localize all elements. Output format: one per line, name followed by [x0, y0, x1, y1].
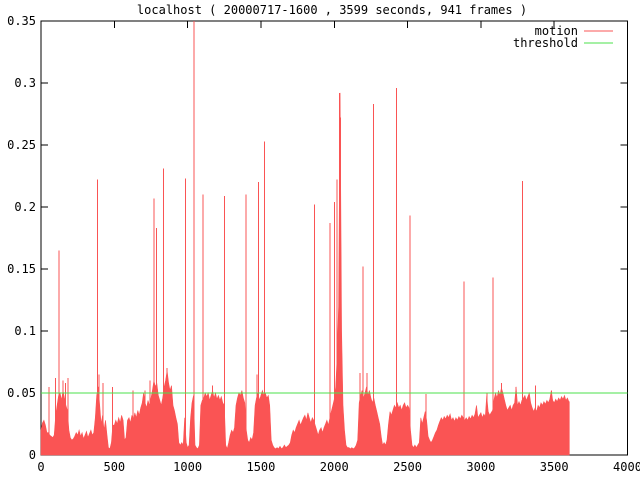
y-tick-label: 0.2 [14, 200, 36, 214]
x-tick-label: 2500 [393, 460, 422, 474]
x-tick-label: 2000 [320, 460, 349, 474]
x-tick-label: 1500 [246, 460, 275, 474]
y-tick-label: 0.05 [7, 386, 36, 400]
legend: motion threshold [513, 24, 613, 50]
motion-spikes [48, 21, 552, 455]
y-tick-label: 0 [29, 448, 36, 462]
axis-tick-labels: 0 500 1000 1500 2000 2500 3000 3500 4000 0 0.05 0.1… [7, 14, 640, 474]
x-tick-label: 3500 [540, 460, 569, 474]
y-tick-label: 0.35 [7, 14, 36, 28]
x-tick-label: 1000 [173, 460, 202, 474]
x-tick-label: 4000 [613, 460, 640, 474]
legend-label-threshold: threshold [513, 36, 578, 50]
y-tick-label: 0.1 [14, 324, 36, 338]
x-tick-label: 3000 [466, 460, 495, 474]
motion-series [40, 21, 570, 456]
chart-title: localhost ( 20000717-1600 , 3599 seconds… [137, 3, 527, 17]
y-tick-label: 0.15 [7, 262, 36, 276]
y-tick-label: 0.3 [14, 76, 36, 90]
y-tick-label: 0.25 [7, 138, 36, 152]
legend-label-motion: motion [535, 24, 578, 38]
x-tick-label: 500 [103, 460, 125, 474]
x-tick-label: 0 [37, 460, 44, 474]
